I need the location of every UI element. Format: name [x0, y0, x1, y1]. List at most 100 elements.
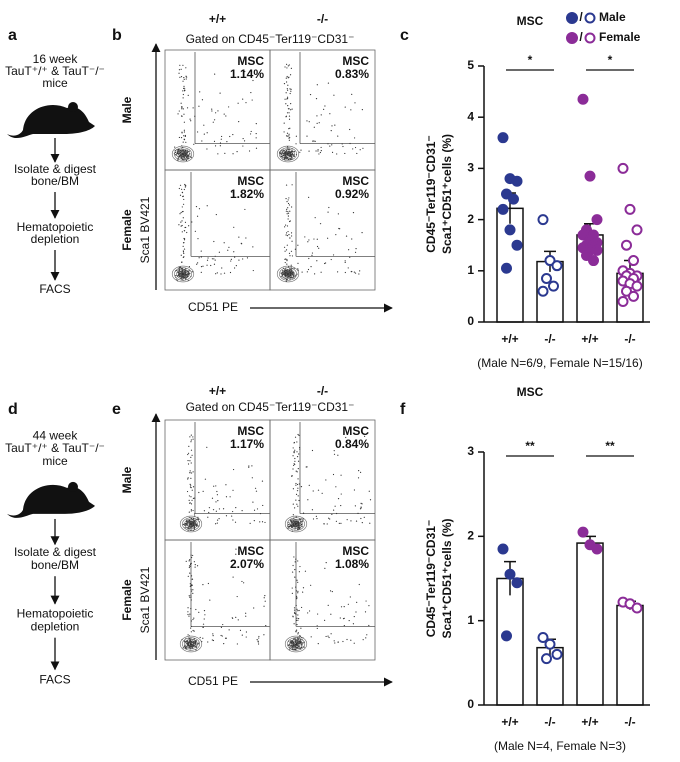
event-dot — [235, 553, 237, 555]
column-label: +/+ — [209, 12, 226, 26]
event-dot — [252, 246, 254, 248]
event-dot — [354, 102, 356, 104]
event-dot — [281, 274, 284, 276]
event-dot — [223, 113, 225, 115]
event-dot — [304, 570, 307, 572]
event-dot — [334, 124, 336, 126]
event-dot — [327, 143, 329, 145]
event-dot — [188, 560, 190, 562]
event-dot — [218, 517, 220, 520]
event-dot — [187, 634, 189, 636]
event-dot — [364, 611, 367, 613]
event-dot — [282, 271, 284, 274]
event-dot — [188, 615, 190, 617]
gate-name: MSC — [237, 424, 264, 438]
event-dot — [290, 264, 292, 266]
event-dot — [307, 612, 309, 614]
event-dot — [189, 596, 191, 598]
event-dot — [288, 139, 290, 141]
event-dot — [296, 579, 298, 581]
event-dot — [287, 146, 289, 148]
event-dot — [324, 262, 326, 265]
event-dot — [320, 146, 322, 149]
event-dot — [183, 273, 185, 275]
event-dot — [245, 636, 247, 638]
event-dot — [202, 265, 204, 267]
event-dot — [182, 64, 184, 66]
event-dot — [344, 261, 346, 264]
contour — [279, 147, 297, 161]
event-dot — [284, 226, 286, 228]
y-axis-label: Sca1⁺CD51⁺cells (%) — [440, 134, 454, 254]
event-dot — [191, 454, 193, 456]
event-dot — [213, 485, 215, 487]
event-dot — [295, 595, 298, 597]
event-dot — [339, 617, 341, 619]
event-dot — [217, 153, 219, 155]
event-dot — [300, 523, 303, 526]
data-point — [631, 602, 643, 614]
event-dot — [204, 478, 207, 480]
event-dot — [177, 113, 179, 115]
note: (Male N=4, Female N=3) — [494, 739, 626, 753]
event-dot — [183, 198, 185, 201]
event-dot — [248, 466, 250, 468]
mouse-ear — [68, 481, 78, 492]
event-dot — [182, 256, 184, 259]
event-dot — [286, 75, 288, 78]
column-label: -/- — [317, 12, 328, 26]
event-dot — [294, 463, 296, 466]
event-dot — [290, 109, 292, 111]
event-dot — [295, 630, 297, 632]
event-dot — [189, 563, 192, 566]
event-dot — [183, 78, 185, 81]
contour — [186, 640, 196, 648]
event-dot — [249, 522, 251, 524]
gate-percent: 1.17% — [230, 437, 264, 451]
chart-title: MSC — [517, 14, 544, 28]
event-dot — [327, 82, 330, 84]
event-dot — [331, 125, 333, 127]
event-dot — [297, 614, 299, 616]
event-dot — [307, 241, 309, 243]
event-dot — [191, 489, 193, 491]
event-dot — [331, 151, 334, 153]
event-dot — [321, 492, 323, 494]
event-dot — [287, 157, 289, 159]
y-tick-label: 1 — [467, 263, 474, 277]
event-dot — [225, 496, 228, 498]
event-dot — [365, 600, 367, 602]
event-dot — [194, 230, 196, 232]
column-label: -/- — [317, 384, 328, 398]
event-dot — [368, 490, 370, 492]
data-point — [551, 260, 563, 272]
event-dot — [190, 599, 192, 601]
event-dot — [362, 147, 364, 149]
event-dot — [286, 97, 289, 99]
workflow-text: TauT⁺/⁺ & TauT⁻/⁻ — [5, 441, 105, 455]
event-dot — [292, 274, 294, 276]
event-dot — [310, 265, 312, 268]
mouse-icon — [7, 104, 95, 139]
event-dot — [342, 640, 344, 643]
event-dot — [296, 597, 298, 599]
event-dot — [359, 471, 362, 473]
event-dot — [334, 505, 336, 507]
event-dot — [211, 258, 214, 260]
data-point — [628, 290, 639, 302]
data-point — [504, 568, 516, 580]
event-dot — [299, 648, 301, 650]
event-dot — [353, 271, 355, 273]
event-dot — [338, 227, 340, 230]
event-dot — [290, 523, 292, 525]
y-tick-label: 2 — [467, 212, 474, 226]
event-dot — [181, 132, 183, 134]
event-dot — [290, 519, 292, 521]
event-dot — [311, 252, 314, 254]
event-dot — [295, 484, 297, 486]
event-dot — [289, 278, 291, 280]
event-dot — [188, 647, 190, 649]
event-dot — [296, 483, 299, 486]
event-dot — [179, 64, 181, 66]
event-dot — [190, 588, 192, 590]
